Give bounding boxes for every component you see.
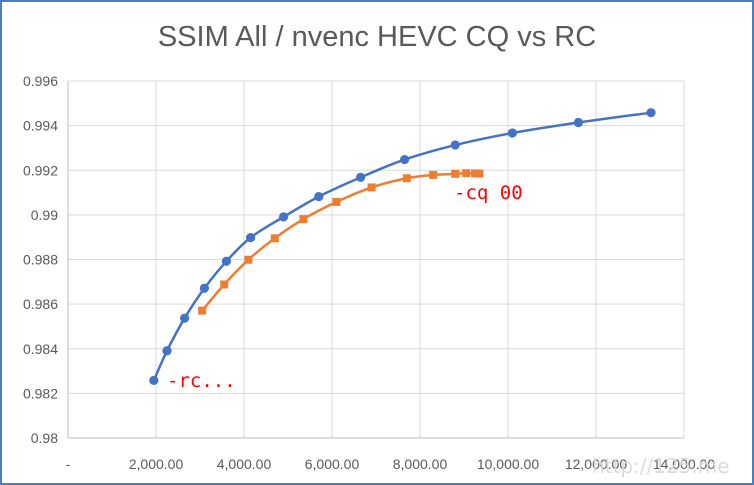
y-tick-label: 0.994 xyxy=(23,118,58,134)
x-tick-label: 12,000.00 xyxy=(565,456,627,472)
y-tick-label: 0.982 xyxy=(23,385,58,401)
series-cq xyxy=(198,169,484,315)
data-point-rc xyxy=(246,233,256,243)
data-point-cq xyxy=(220,280,229,289)
data-point-rc xyxy=(400,154,410,165)
data-point-cq xyxy=(198,306,207,315)
data-point-cq xyxy=(462,169,471,178)
x-tick-label: 8,000.00 xyxy=(393,456,448,472)
data-point-cq xyxy=(475,169,484,178)
data-point-rc xyxy=(450,140,460,150)
data-point-rc xyxy=(573,117,584,128)
series-rc xyxy=(149,108,656,386)
gridlines xyxy=(68,80,685,438)
axes: 0.98 0.982 0.984 0.986 0.988 0.99 0.992 0.994 0.… xyxy=(23,73,715,472)
series-group xyxy=(149,108,656,386)
data-point-rc xyxy=(162,346,172,356)
x-tick-label: 14,000.00 xyxy=(653,456,715,472)
data-point-rc xyxy=(221,256,231,266)
y-tick-label: 0.996 xyxy=(23,73,58,89)
x-tick-label: 6,000.00 xyxy=(305,456,360,472)
data-point-rc xyxy=(180,313,190,323)
data-point-cq xyxy=(429,170,438,179)
annotation-rc: -rc... xyxy=(167,370,236,392)
annotation-cq: -cq 00 xyxy=(454,182,523,204)
data-point-rc xyxy=(149,375,159,386)
data-point-cq xyxy=(270,234,279,243)
watermark-text: http://125.me xyxy=(592,454,730,478)
x-tick-label: 4,000.00 xyxy=(217,456,272,472)
data-point-rc xyxy=(279,212,289,222)
series-line-rc xyxy=(152,111,653,382)
data-point-cq xyxy=(332,197,341,206)
x-tick-label: 2,000.00 xyxy=(129,456,184,472)
y-tick-label: 0.988 xyxy=(23,252,58,268)
y-tick-label: 0.98 xyxy=(31,430,58,446)
data-point-cq xyxy=(367,183,376,192)
y-tick-label: 0.984 xyxy=(23,341,58,357)
x-tick-label: - xyxy=(66,456,71,472)
y-tick-label: 0.986 xyxy=(23,296,58,312)
data-point-cq xyxy=(244,255,253,264)
data-point-cq xyxy=(471,169,479,178)
data-point-cq xyxy=(299,215,308,224)
y-tick-label: 0.992 xyxy=(23,162,58,178)
y-tick-label: 0.99 xyxy=(31,207,58,223)
data-point-rc xyxy=(356,172,366,182)
data-point-rc xyxy=(314,191,324,202)
x-tick-label: 10,000.00 xyxy=(477,456,539,472)
chart-title: SSIM All / nvenc HEVC CQ vs RC xyxy=(158,21,596,53)
data-point-cq xyxy=(451,169,460,178)
data-point-rc xyxy=(199,283,209,293)
data-point-cq xyxy=(402,174,411,183)
data-point-rc xyxy=(646,108,656,118)
data-point-rc xyxy=(507,128,517,138)
